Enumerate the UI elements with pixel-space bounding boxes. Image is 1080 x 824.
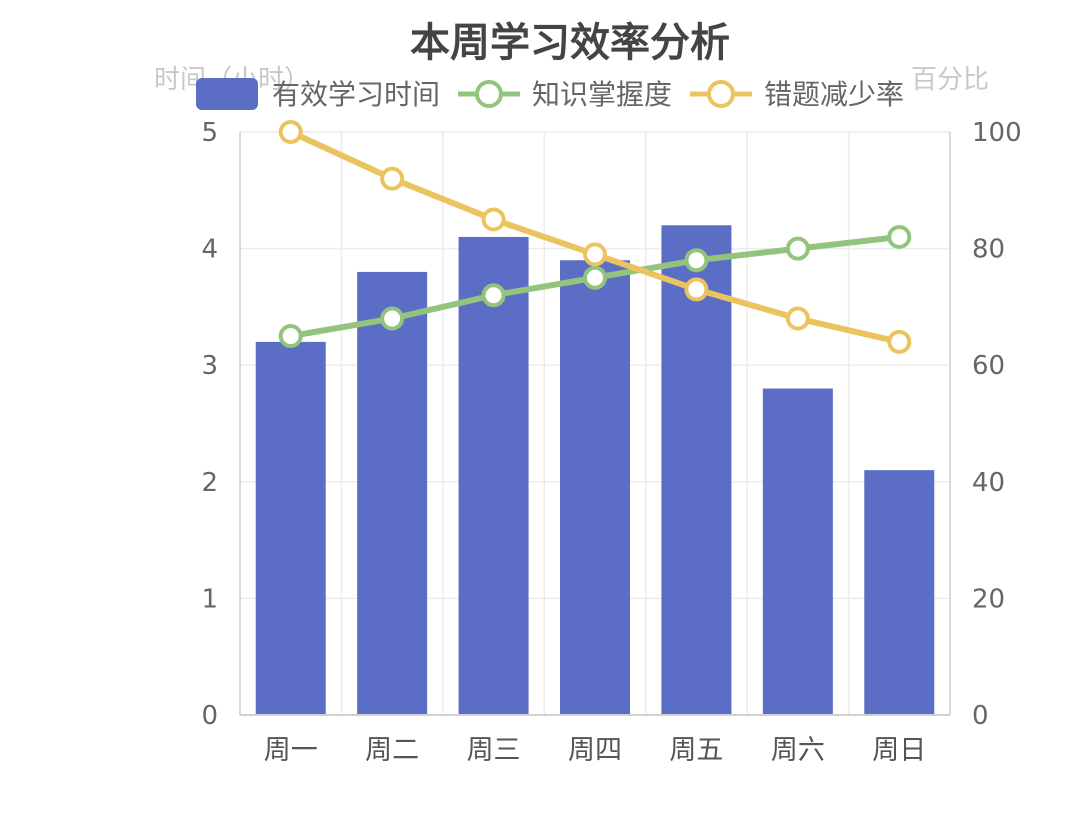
y-right-tick-label: 80 [972, 235, 1005, 265]
bar [762, 388, 833, 715]
y-right-tick-label: 100 [972, 118, 1022, 148]
bar [357, 271, 428, 715]
x-tick-label: 周五 [669, 735, 723, 766]
y-right-tick-label: 20 [972, 584, 1005, 614]
y-left-tick-label: 0 [201, 701, 218, 731]
y-axis-right-title: 百分比 [911, 65, 989, 95]
line-point [887, 329, 912, 354]
line-point [278, 324, 303, 349]
line-point [583, 265, 607, 290]
y-left-tick-label: 4 [201, 235, 218, 265]
x-tick-label: 周三 [467, 735, 521, 766]
y-right-tick-label: 40 [972, 468, 1005, 498]
bar [864, 470, 935, 715]
line-point [481, 207, 506, 232]
axes: 0 1 2 3 4 5 0 20 40 60 80 100 周一 周二 周三 周四 周五 周六 周日 [201, 118, 1021, 766]
x-tick-label: 周一 [264, 735, 318, 766]
x-tick-label: 周二 [365, 735, 419, 766]
chart-title: 本周学习效率分析 [410, 20, 730, 66]
line-point [887, 224, 912, 249]
y-left-tick-label: 3 [201, 351, 218, 381]
legend: 有效学习时间 知识掌握度 错题减少率 [196, 78, 904, 111]
y-right-tick-label: 60 [972, 351, 1005, 381]
y-left-tick-label: 1 [201, 584, 218, 614]
legend-swatch-bar [196, 78, 258, 110]
legend-swatch-marker [475, 80, 503, 108]
bar [560, 260, 630, 715]
line-point [684, 277, 709, 302]
line-point [785, 236, 810, 261]
bar-series [255, 225, 935, 715]
line-point [684, 248, 709, 273]
line-point [785, 306, 810, 331]
line-point [583, 242, 607, 267]
legend-label: 有效学习时间 [272, 78, 440, 111]
y-left-tick-label: 5 [201, 118, 218, 148]
legend-label: 错题减少率 [764, 78, 904, 111]
y-left-tick-label: 2 [201, 468, 218, 498]
y-right-tick-label: 0 [972, 701, 989, 731]
x-tick-label: 周六 [771, 735, 825, 766]
bar [661, 225, 732, 715]
legend-label: 知识掌握度 [532, 78, 672, 111]
line-point [278, 120, 303, 144]
x-tick-label: 周四 [568, 735, 622, 766]
bar [255, 341, 326, 715]
x-tick-label: 周日 [872, 735, 926, 766]
line-point [380, 166, 405, 191]
line-series [278, 120, 912, 354]
legend-swatch-marker [707, 80, 735, 108]
line-point [481, 283, 506, 308]
line-point [380, 306, 405, 331]
bar [458, 236, 529, 715]
